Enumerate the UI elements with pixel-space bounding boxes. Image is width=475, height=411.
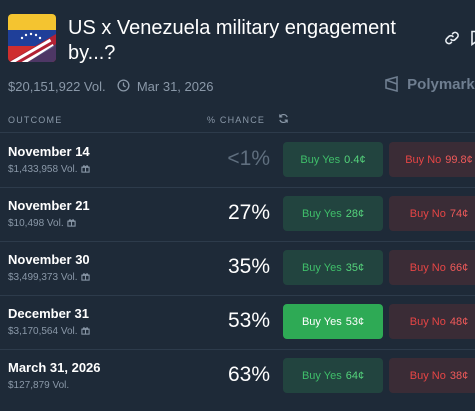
divider: [0, 295, 475, 296]
outcome-volume: $1,433,958 Vol.: [8, 164, 90, 175]
market-meta: $20,151,922 Vol. Mar 31, 2026: [8, 78, 213, 96]
outcome-chance: 63%: [227, 363, 270, 386]
divider: [0, 132, 475, 133]
outcome-row: November 21 $10,498 Vol. 27% Buy Yes 28¢ …: [0, 187, 475, 241]
polymarket-logo-icon: [384, 75, 407, 93]
brand: Polymarket: [384, 75, 475, 93]
buy-yes-button[interactable]: Buy Yes 53¢: [283, 304, 383, 339]
buy-yes-button[interactable]: Buy Yes 35¢: [283, 250, 383, 285]
gift-icon: [80, 273, 90, 281]
outcome-name: November 30: [8, 252, 90, 267]
outcome-volume: $10,498 Vol.: [8, 218, 76, 229]
outcome-name: December 31: [8, 306, 89, 321]
market-volume: $20,151,922 Vol.: [8, 79, 106, 95]
outcome-name: November 14: [8, 144, 90, 159]
bookmark-icon[interactable]: [470, 30, 475, 48]
brand-name: Polymarket: [407, 76, 475, 93]
chance-column-header: % CHANCE: [207, 115, 266, 125]
clock-icon: [117, 79, 130, 95]
market-end-date: Mar 31, 2026: [136, 79, 214, 95]
outcome-chance: <1%: [227, 147, 270, 170]
link-icon[interactable]: [444, 30, 462, 48]
buy-no-button[interactable]: Buy No 38¢: [389, 358, 475, 393]
outcome-volume: $3,499,373 Vol.: [8, 272, 90, 283]
divider: [0, 187, 475, 188]
buy-no-button[interactable]: Buy No 48¢: [389, 304, 475, 339]
buy-no-button[interactable]: Buy No 99.8¢: [389, 142, 475, 177]
buy-yes-button[interactable]: Buy Yes 64¢: [283, 358, 383, 393]
buy-yes-button[interactable]: Buy Yes 0.4¢: [283, 142, 383, 177]
outcome-row: December 31 $3,170,564 Vol. 53% Buy Yes 5…: [0, 295, 475, 349]
divider: [0, 241, 475, 242]
outcome-row: November 30 $3,499,373 Vol. 35% Buy Yes 3…: [0, 241, 475, 295]
outcome-row: March 31, 2026 $127,879 Vol. 63% Buy Yes…: [0, 349, 475, 403]
outcome-name: November 21: [8, 198, 90, 213]
divider: [0, 349, 475, 350]
outcome-chance: 27%: [227, 201, 270, 224]
gift-icon: [66, 219, 76, 227]
refresh-icon[interactable]: [278, 113, 289, 126]
market-title: US x Venezuela military engagement by...…: [68, 17, 396, 64]
gift-icon: [80, 327, 90, 335]
buy-yes-button[interactable]: Buy Yes 28¢: [283, 196, 383, 231]
outcome-column-header: OUTCOME: [8, 115, 63, 125]
buy-no-button[interactable]: Buy No 66¢: [389, 250, 475, 285]
outcome-chance: 53%: [227, 309, 270, 332]
outcome-volume: $3,170,564 Vol.: [8, 326, 90, 337]
buy-no-button[interactable]: Buy No 74¢: [389, 196, 475, 231]
outcome-chance: 35%: [227, 255, 270, 278]
outcome-row: November 14 $1,433,958 Vol. <1% Buy Yes 0…: [0, 133, 475, 187]
market-image: [8, 14, 56, 62]
outcome-volume: $127,879 Vol.: [8, 380, 70, 391]
market-header: US x Venezuela military engagement by...…: [8, 14, 475, 66]
outcome-name: March 31, 2026: [8, 360, 101, 375]
gift-icon: [80, 165, 90, 173]
